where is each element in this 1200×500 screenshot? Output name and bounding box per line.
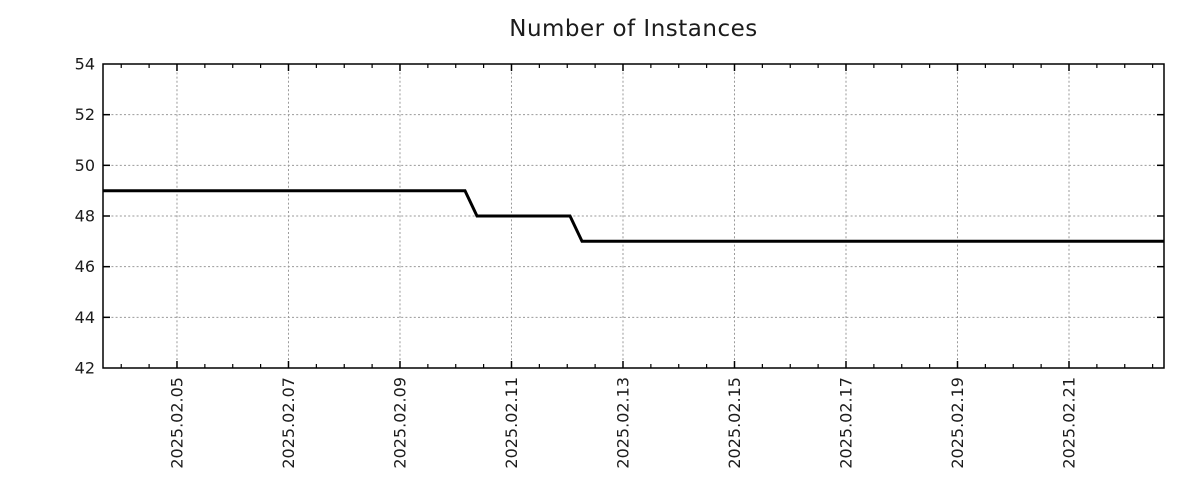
plot-border-rect xyxy=(102,63,1165,369)
y-tick-label: 44 xyxy=(75,308,95,327)
y-axis-labels: 42 44 46 48 50 52 54 xyxy=(75,55,95,378)
y-tick-label: 54 xyxy=(75,55,95,74)
x-tick-label: 2025.02.07 xyxy=(279,377,298,469)
x-tick-label: 2025.02.17 xyxy=(836,377,855,469)
gridlines xyxy=(103,64,1164,368)
x-tick-label: 2025.02.13 xyxy=(613,377,632,469)
x-tick-label: 2025.02.11 xyxy=(502,377,521,469)
x-tick-label: 2025.02.21 xyxy=(1060,377,1079,469)
x-tick-label: 2025.02.09 xyxy=(390,377,409,469)
data-series xyxy=(103,189,1164,243)
y-tick-label: 50 xyxy=(75,156,95,175)
chart-title: Number of Instances xyxy=(509,16,758,42)
y-tick-label: 46 xyxy=(75,257,95,276)
series-line-instances xyxy=(103,189,1164,243)
y-tick-label: 42 xyxy=(75,359,95,378)
x-tick-label: 2025.02.19 xyxy=(948,377,967,469)
plot-border xyxy=(102,63,1165,369)
x-tick-label: 2025.02.05 xyxy=(167,377,186,469)
y-tick-label: 52 xyxy=(75,105,95,124)
x-tick-label: 2025.02.15 xyxy=(725,377,744,469)
x-axis-labels: 2025.02.05 2025.02.07 2025.02.09 2025.02.11… xyxy=(167,377,1078,469)
y-tick-label: 48 xyxy=(75,207,95,226)
